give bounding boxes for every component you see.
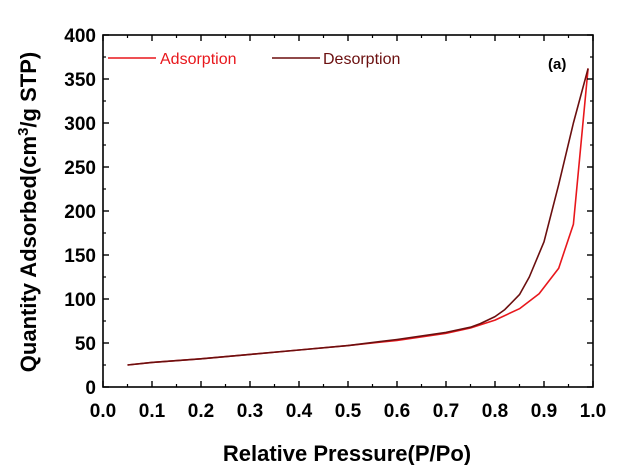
x-tick-label: 0.1: [139, 401, 166, 422]
series-line-adsorption: [127, 68, 589, 366]
x-tick-label: 0.3: [237, 401, 263, 422]
x-tick-label: 1.0: [580, 401, 606, 422]
y-tick-label: 0: [85, 378, 96, 399]
x-tick-label: 0.5: [335, 401, 362, 422]
y-axis-title: Quantity Adsorbed(cm3/g STP): [15, 52, 41, 372]
y-tick-label: 350: [64, 70, 96, 91]
panel-annotation: (a): [548, 56, 566, 73]
legend-label-desorption: Desorption: [323, 51, 400, 68]
y-tick-label: 200: [64, 202, 96, 223]
legend: Adsorption Desorption: [108, 51, 400, 68]
x-axis-title: Relative Pressure(P/Po): [223, 441, 471, 465]
legend-label-adsorption: Adsorption: [160, 51, 237, 68]
x-tick-label: 0.7: [433, 401, 459, 422]
series-layer: [127, 68, 589, 366]
y-axis-title-part2: /g STP): [16, 52, 41, 128]
y-tick-label: 50: [75, 334, 96, 355]
y-tick-label: 400: [64, 26, 96, 47]
x-tick-label: 0.6: [384, 401, 410, 422]
x-tick-label: 0.4: [286, 401, 313, 422]
y-tick-label: 250: [64, 158, 96, 179]
y-axis-title-superscript: 3: [15, 128, 32, 136]
x-tick-label: 0.8: [482, 401, 508, 422]
x-tick-label: 0.9: [531, 401, 557, 422]
y-axis-title-part1: Quantity Adsorbed(cm: [16, 136, 41, 372]
x-tick-label: 0.2: [188, 401, 214, 422]
x-tick-label: 0.0: [90, 401, 116, 422]
plot-frame: [102, 34, 594, 388]
y-tick-label: 150: [64, 246, 96, 267]
plot-axes: [102, 34, 594, 388]
y-tick-label: 300: [64, 114, 96, 135]
tick-layer: 0.0 0.1 0.2 0.3 0.4 0.5 0.6 0.7 0.8 0.9 1.0 0 50 100 1…: [64, 26, 606, 422]
series-line-desorption: [127, 68, 589, 366]
y-tick-label: 100: [64, 290, 96, 311]
